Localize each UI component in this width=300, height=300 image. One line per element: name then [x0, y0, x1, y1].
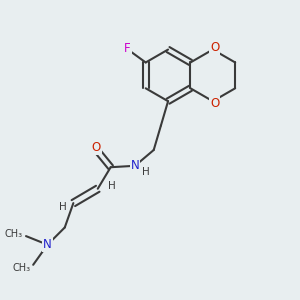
Text: CH₃: CH₃: [4, 229, 22, 239]
Text: O: O: [210, 97, 219, 110]
Text: O: O: [92, 141, 101, 154]
Text: H: H: [108, 181, 116, 191]
Text: F: F: [124, 42, 131, 55]
Text: H: H: [142, 167, 150, 177]
Text: N: N: [131, 159, 140, 172]
Text: O: O: [210, 41, 219, 54]
Text: H: H: [59, 202, 67, 212]
Text: CH₃: CH₃: [12, 263, 30, 273]
Text: N: N: [43, 238, 52, 251]
